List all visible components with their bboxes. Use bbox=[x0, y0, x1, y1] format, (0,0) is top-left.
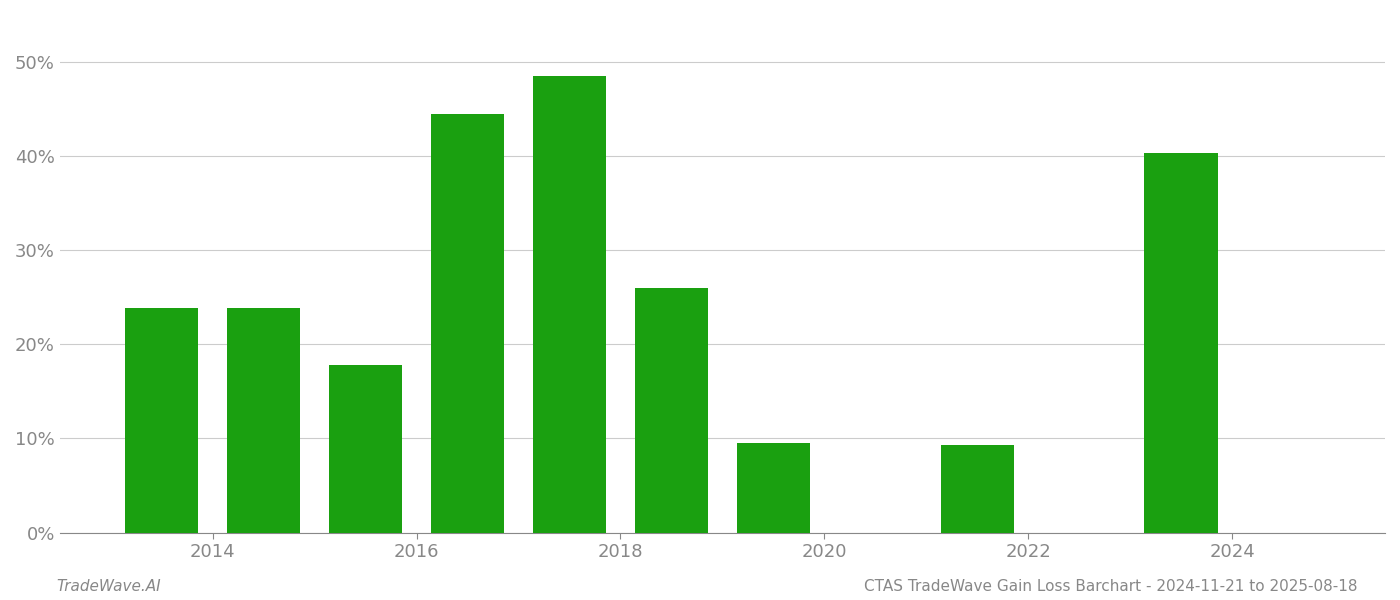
Bar bbox=[227, 308, 301, 533]
Bar bbox=[533, 76, 606, 533]
Bar bbox=[125, 308, 199, 533]
Bar bbox=[736, 443, 811, 533]
Bar bbox=[431, 114, 504, 533]
Bar bbox=[634, 288, 708, 533]
Bar bbox=[329, 365, 402, 533]
Bar bbox=[1144, 154, 1218, 533]
Bar bbox=[941, 445, 1014, 533]
Text: TradeWave.AI: TradeWave.AI bbox=[56, 579, 161, 594]
Text: CTAS TradeWave Gain Loss Barchart - 2024-11-21 to 2025-08-18: CTAS TradeWave Gain Loss Barchart - 2024… bbox=[865, 579, 1358, 594]
